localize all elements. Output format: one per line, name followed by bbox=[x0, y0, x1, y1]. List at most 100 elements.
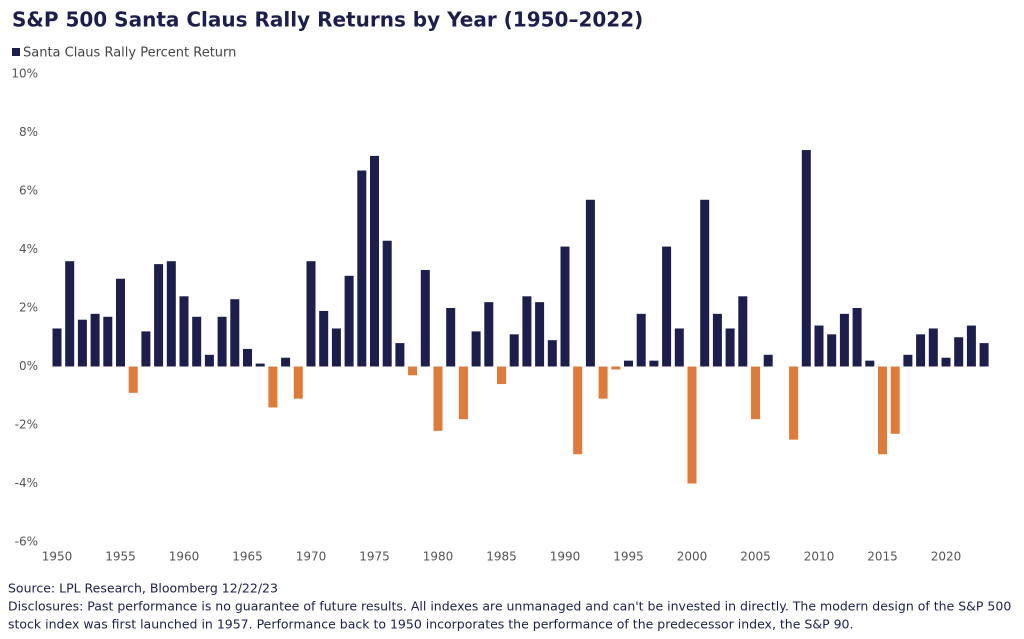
bar bbox=[903, 354, 913, 367]
bar bbox=[636, 313, 646, 367]
x-tick-label: 2020 bbox=[931, 550, 962, 564]
bar bbox=[865, 360, 875, 367]
bar bbox=[979, 343, 989, 367]
bar bbox=[154, 264, 164, 367]
x-tick-label: 1970 bbox=[296, 550, 327, 564]
x-tick-label: 1990 bbox=[550, 550, 581, 564]
bar bbox=[319, 310, 329, 367]
bar bbox=[827, 334, 837, 367]
bar bbox=[243, 348, 252, 367]
bar bbox=[446, 308, 456, 367]
bar bbox=[166, 261, 176, 367]
bar bbox=[77, 319, 87, 367]
bar bbox=[573, 366, 583, 455]
bar bbox=[484, 302, 494, 367]
y-tick-label: 0% bbox=[19, 359, 38, 373]
y-tick-label: -4% bbox=[15, 476, 38, 490]
bar bbox=[839, 313, 849, 367]
y-tick-label: 10% bbox=[11, 67, 38, 81]
bar bbox=[763, 354, 773, 367]
bar bbox=[674, 328, 684, 367]
bar bbox=[509, 334, 519, 367]
x-tick-label: 2015 bbox=[867, 550, 898, 564]
bar bbox=[725, 328, 735, 367]
x-tick-label: 1980 bbox=[423, 550, 454, 564]
x-tick-label: 1960 bbox=[169, 550, 200, 564]
bar bbox=[458, 366, 468, 420]
bar bbox=[662, 246, 672, 367]
bar bbox=[116, 278, 125, 367]
bar bbox=[281, 357, 291, 367]
bar bbox=[712, 313, 722, 367]
bar bbox=[408, 366, 418, 376]
x-tick-label: 1995 bbox=[613, 550, 644, 564]
bar bbox=[598, 366, 608, 399]
bar bbox=[687, 366, 697, 484]
bar bbox=[585, 199, 595, 367]
y-tick-label: 2% bbox=[19, 301, 38, 315]
bar bbox=[890, 366, 900, 434]
y-tick-label: 6% bbox=[19, 184, 38, 198]
chart-title: S&P 500 Santa Claus Rally Returns by Yea… bbox=[12, 8, 643, 32]
bar bbox=[306, 261, 316, 367]
bar bbox=[878, 366, 887, 455]
bar bbox=[928, 328, 938, 367]
x-tick-label: 1975 bbox=[359, 550, 390, 564]
x-tick-label: 1955 bbox=[105, 550, 136, 564]
bar bbox=[649, 360, 659, 367]
bar bbox=[611, 366, 621, 370]
bar bbox=[103, 316, 113, 367]
bar bbox=[954, 337, 964, 367]
x-tick-label: 1985 bbox=[486, 550, 517, 564]
bar bbox=[852, 308, 862, 367]
bar bbox=[801, 150, 811, 367]
bar bbox=[751, 366, 760, 420]
bar bbox=[128, 366, 138, 393]
bar bbox=[522, 296, 532, 367]
y-tick-label: -6% bbox=[15, 535, 38, 549]
bar bbox=[382, 240, 392, 367]
bar bbox=[230, 299, 240, 367]
bar bbox=[789, 366, 799, 440]
legend-swatch bbox=[12, 48, 20, 56]
bar bbox=[268, 366, 278, 408]
y-tick-label: 4% bbox=[19, 242, 38, 256]
legend-label: Santa Claus Rally Percent Return bbox=[23, 46, 236, 61]
bar bbox=[433, 366, 443, 431]
bar bbox=[535, 302, 545, 367]
bar bbox=[966, 325, 976, 367]
bar bbox=[65, 261, 75, 367]
disclosure: Disclosures: Past performance is no guar… bbox=[8, 599, 1011, 614]
bar bbox=[52, 328, 62, 367]
disclosure: stock index was first launched in 1957. … bbox=[8, 617, 853, 632]
bar bbox=[344, 275, 354, 367]
bar bbox=[192, 316, 202, 367]
bar bbox=[941, 357, 951, 367]
bar bbox=[357, 170, 367, 367]
bar bbox=[471, 331, 481, 367]
bar bbox=[293, 366, 303, 399]
x-tick-label: 2010 bbox=[804, 550, 835, 564]
bar bbox=[700, 199, 710, 367]
bar bbox=[420, 269, 430, 367]
bar bbox=[497, 366, 506, 385]
bar bbox=[217, 316, 227, 367]
bar bbox=[141, 331, 151, 367]
bar bbox=[395, 343, 405, 367]
bar bbox=[624, 360, 633, 367]
x-tick-label: 2000 bbox=[677, 550, 708, 564]
bar bbox=[90, 313, 100, 367]
x-tick-label: 2005 bbox=[740, 550, 771, 564]
source: Source: LPL Research, Bloomberg 12/22/23 bbox=[8, 581, 278, 596]
bar bbox=[255, 363, 265, 367]
bar bbox=[547, 340, 557, 367]
bar bbox=[560, 246, 570, 367]
x-tick-label: 1950 bbox=[42, 550, 73, 564]
y-tick-label: 8% bbox=[19, 125, 38, 139]
y-tick-label: -2% bbox=[15, 418, 38, 432]
x-tick-label: 1965 bbox=[232, 550, 263, 564]
bar bbox=[738, 296, 748, 367]
bar bbox=[370, 155, 379, 367]
bar bbox=[204, 354, 214, 367]
bar bbox=[814, 325, 824, 367]
